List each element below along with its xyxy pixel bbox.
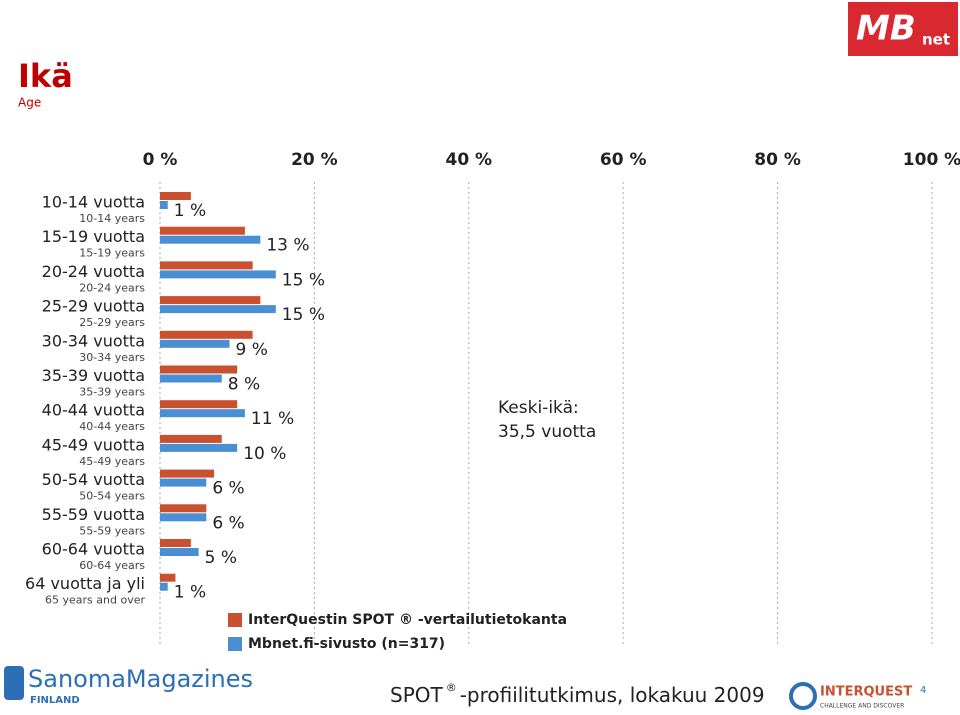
sanoma-text: SanomaMagazines [28,665,253,693]
bar [160,409,245,418]
bar [160,478,207,487]
bar [160,192,191,200]
page-number: 4 [920,685,926,696]
category-label: 35-39 vuotta [42,366,145,385]
category-translation: 50-54 years [79,490,145,503]
interquest-logo: INTERQUEST CHALLENGE AND DISCOVER [789,682,912,710]
bar [160,339,230,348]
value-label: 8 % [228,375,260,395]
value-label: 6 % [212,479,244,499]
bar [160,582,168,591]
legend-label: InterQuestin SPOT ® -vertailutietokanta [248,612,567,628]
value-label: 1 % [174,201,206,221]
category-translation: 10-14 years [79,212,145,225]
bar [160,504,207,513]
mb-logo-bg [848,2,958,56]
category-translation: 35-39 years [79,386,145,399]
bar [160,201,168,209]
category-label: 15-19 vuotta [42,227,145,246]
category-translation: 20-24 years [79,281,145,294]
x-tick-label: 60 % [600,150,647,170]
x-tick-label: 40 % [445,150,492,170]
value-label: 11 % [251,409,294,429]
category-label: 55-59 vuotta [42,505,145,524]
interquest-mark [789,682,817,710]
sanoma-sub: FINLAND [30,695,80,706]
x-tick-label: 80 % [754,150,801,170]
category-translation: 30-34 years [79,351,145,364]
footer-text: SPOT [390,683,443,707]
footer: SPOT ® -profiilitutkimus, lokakuu 2009 [390,681,765,707]
x-tick-label: 100 % [903,150,960,170]
bar [160,539,191,547]
interquest-text: INTERQUEST [820,685,912,700]
bar [160,261,253,270]
legend-label: Mbnet.fi-sivusto (n=317) [248,636,445,652]
sanoma-mark [4,666,24,700]
mb-logo-net: net [922,31,950,49]
bar [160,226,245,235]
value-label: 10 % [243,444,286,464]
legend-swatch [228,613,242,627]
subtitle: Age [18,96,41,110]
value-label: 1 % [174,583,206,603]
mb-logo: MB [856,9,916,49]
category-translation: 65 years and over [45,594,145,607]
category-translation: 15-19 years [79,247,145,260]
bar [160,270,276,279]
footer-text: -profiilitutkimus, lokakuu 2009 [460,683,765,707]
bar [160,548,199,556]
category-translation: 60-64 years [79,559,145,572]
title: Ikä [18,57,73,95]
value-label: 13 % [266,236,309,256]
value-label: 5 % [205,548,237,568]
category-translation: 55-59 years [79,524,145,537]
annotation: 35,5 vuotta [498,422,596,442]
category-label: 20-24 vuotta [42,262,145,281]
category-label: 40-44 vuotta [42,401,145,420]
interquest-sub: CHALLENGE AND DISCOVER [820,703,904,710]
value-label: 9 % [235,340,267,360]
x-tick-label: 20 % [291,150,338,170]
footer-sup: ® [446,681,457,694]
bar [160,365,238,374]
category-translation: 25-29 years [79,316,145,329]
bar [160,443,238,452]
bar [160,469,215,478]
bar [160,235,261,244]
category-label: 25-29 vuotta [42,297,145,316]
bar [160,434,222,443]
category-translation: 45-49 years [79,455,145,468]
annotation: Keski-ikä: [498,398,579,418]
bar [160,330,253,339]
bar [160,305,276,314]
category-label: 30-34 vuotta [42,331,145,350]
category-label: 10-14 vuotta [42,193,145,212]
value-label: 15 % [282,270,325,290]
bar [160,513,207,522]
sanoma-logo: SanomaMagazines FINLAND [4,665,253,706]
value-label: 15 % [282,305,325,325]
category-label: 50-54 vuotta [42,470,145,489]
bar [160,573,176,582]
bar [160,400,238,409]
x-tick-label: 0 % [143,150,178,170]
value-label: 6 % [212,513,244,533]
category-label: 45-49 vuotta [42,435,145,454]
category-translation: 40-44 years [79,420,145,433]
bar [160,374,222,383]
category-label: 60-64 vuotta [42,540,145,559]
category-label: 64 vuotta ja yli [25,574,145,593]
bar [160,296,261,305]
legend-swatch [228,637,242,651]
